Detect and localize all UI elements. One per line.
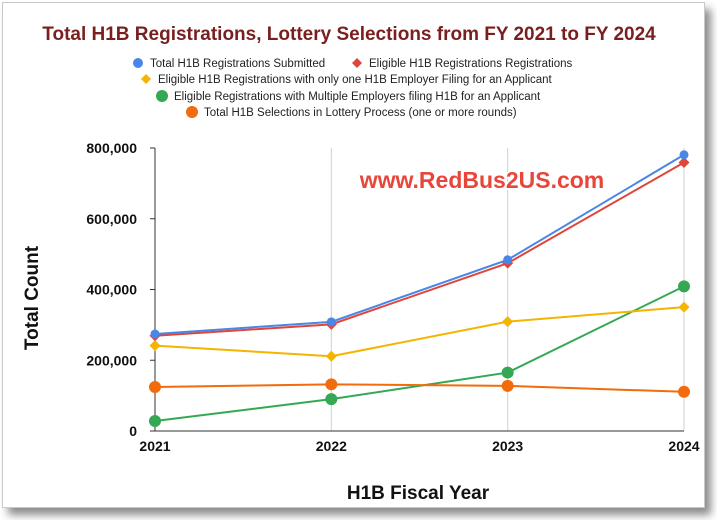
data-point-2023 bbox=[501, 379, 514, 392]
line-chart: Total H1B Registrations, Lottery Selecti… bbox=[22, 24, 700, 504]
series-line bbox=[154, 285, 685, 423]
data-point-2024 bbox=[678, 385, 690, 398]
legend-item-total-h1b-registrations-submitted: Total H1B Registrations Submitted bbox=[133, 58, 325, 70]
x-tick-label-2021: 2021 bbox=[139, 438, 170, 454]
data-point-2023 bbox=[503, 255, 513, 265]
legend-item-eligible-h1b-registrations-registrations: Eligible H1B Registrations Registrations bbox=[352, 58, 573, 70]
chart-frame: Total H1B Registrations, Lottery Selecti… bbox=[2, 2, 705, 508]
legend-item-eligible-h1b-registrations-with-only-one-h1b-employer-filing-for-an-applicant: Eligible H1B Registrations with only one… bbox=[141, 74, 553, 86]
series-line bbox=[154, 153, 685, 335]
x-tick-label-2024: 2024 bbox=[668, 438, 699, 454]
data-point-2021 bbox=[149, 415, 161, 428]
legend-label: Total H1B Selections in Lottery Process … bbox=[204, 107, 517, 119]
data-point-2023 bbox=[502, 316, 514, 328]
series-line bbox=[154, 383, 685, 393]
legend: Total H1B Registrations Submitted Eligibl… bbox=[133, 58, 573, 119]
data-point-2021 bbox=[149, 340, 161, 352]
y-tick-label: 800,000 bbox=[86, 140, 137, 156]
legend-label: Total H1B Registrations Submitted bbox=[150, 58, 325, 70]
y-tick-label: 0 bbox=[129, 423, 137, 439]
data-point-2022 bbox=[326, 317, 336, 327]
data-point-2024 bbox=[678, 280, 690, 293]
legend-item-total-h1b-selections-in-lottery-process-one-or-more-rounds: Total H1B Selections in Lottery Process … bbox=[186, 106, 517, 119]
data-point-2022 bbox=[325, 350, 337, 362]
data-point-2024 bbox=[678, 157, 690, 169]
data-point-2021 bbox=[150, 329, 160, 339]
watermark-text: www.RedBus2US.com bbox=[359, 167, 605, 193]
series-eligible-h1b-registrations-with-only-one-h1b-employer-filing-for-an-applicant bbox=[149, 301, 690, 362]
legend-marker bbox=[186, 106, 198, 118]
legend-marker bbox=[133, 58, 143, 68]
y-axis-title: Total Count bbox=[22, 245, 43, 350]
x-tick-label-2023: 2023 bbox=[492, 438, 523, 454]
legend-label: Eligible H1B Registrations with only one… bbox=[158, 74, 553, 86]
data-point-2022 bbox=[325, 378, 338, 391]
legend-label: Eligible H1B Registrations Registrations bbox=[369, 58, 573, 70]
data-point-2024 bbox=[678, 301, 690, 313]
series-total-h1b-selections-in-lottery-process-one-or-more-rounds bbox=[149, 378, 690, 398]
legend-label: Eligible Registrations with Multiple Emp… bbox=[174, 91, 541, 103]
y-tick-label: 600,000 bbox=[86, 211, 137, 227]
legend-marker bbox=[352, 58, 362, 68]
legend-item-eligible-registrations-with-multiple-employers-filing-h1b-for-an-applicant: Eligible Registrations with Multiple Emp… bbox=[156, 90, 541, 103]
series-group bbox=[149, 150, 690, 428]
y-tick-label: 200,000 bbox=[86, 352, 137, 368]
data-point-2022 bbox=[325, 393, 338, 406]
y-tick-label: 400,000 bbox=[86, 282, 137, 298]
data-point-2023 bbox=[501, 366, 514, 379]
series-line bbox=[154, 306, 685, 358]
tick-labels: 0 200,000 400,000 600,000 800,000 2021 2022 202… bbox=[86, 140, 699, 454]
chart-title: Total H1B Registrations, Lottery Selecti… bbox=[42, 24, 656, 45]
series-total-h1b-registrations-submitted bbox=[150, 150, 689, 339]
data-point-2021 bbox=[149, 380, 161, 393]
x-axis-title: H1B Fiscal Year bbox=[347, 483, 490, 504]
series-eligible-registrations-with-multiple-employers-filing-h1b-for-an-applicant bbox=[149, 280, 690, 428]
x-tick-label-2022: 2022 bbox=[316, 438, 347, 454]
data-point-2024 bbox=[679, 150, 689, 160]
legend-marker bbox=[156, 90, 168, 102]
series-line bbox=[154, 161, 685, 337]
legend-marker bbox=[141, 74, 151, 84]
